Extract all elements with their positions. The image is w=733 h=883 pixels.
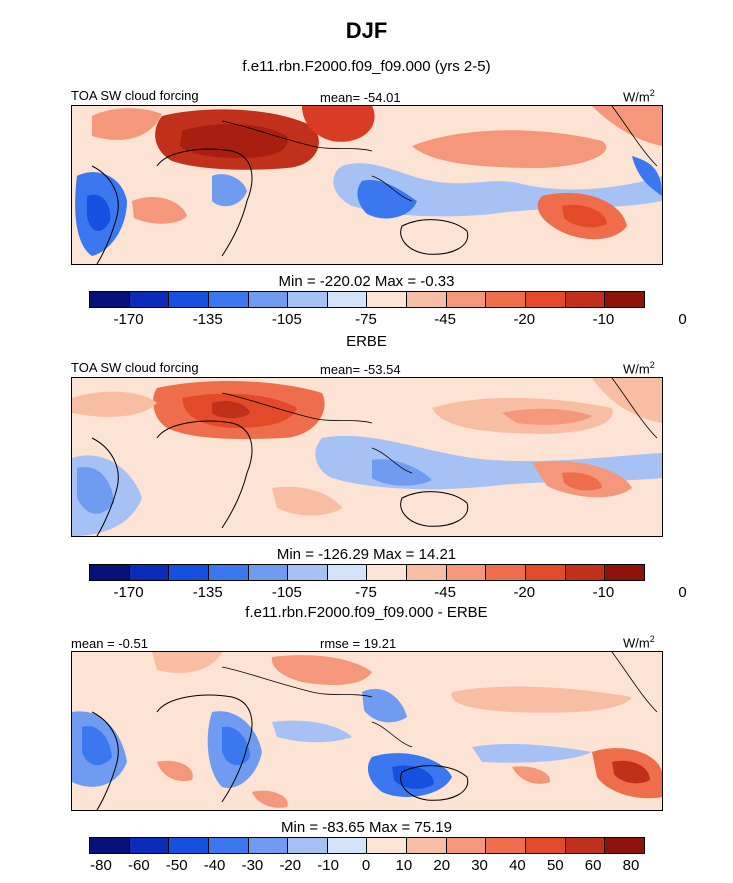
colorbar-box	[446, 292, 487, 307]
colorbar-tick-label: 20	[433, 857, 451, 874]
panel1-title: f.e11.rbn.F2000.f09_f09.000 (yrs 2-5)	[242, 58, 491, 75]
panel2-field-label: TOA SW cloud forcing	[71, 360, 199, 375]
colorbar-tick-label: -20	[513, 584, 536, 601]
colorbar-tick-label: -20	[513, 311, 536, 328]
colorbar-box	[169, 565, 209, 580]
colorbar-box	[407, 838, 447, 853]
colorbar-box	[605, 292, 644, 307]
colorbar-box	[327, 565, 368, 580]
colorbar-box	[208, 838, 249, 853]
colorbar-tick-label: -75	[355, 311, 377, 328]
colorbar-box	[446, 838, 487, 853]
colorbar-box	[90, 565, 130, 580]
season-title: DJF	[345, 18, 388, 43]
colorbar-tick-label: -10	[592, 584, 615, 601]
panel2-colorbar	[89, 564, 645, 581]
panel1-units: W/m2	[623, 88, 655, 105]
colorbar-tick-label: -10	[317, 857, 339, 874]
panel1-field-label: TOA SW cloud forcing	[71, 88, 199, 103]
colorbar-box	[367, 838, 408, 853]
colorbar-tick-label: -105	[271, 311, 302, 328]
colorbar-tick-label: -60	[128, 857, 150, 874]
colorbar-tick-label: -135	[192, 584, 223, 601]
colorbar-tick-label: 40	[509, 857, 526, 874]
colorbar-tick-label: -20	[279, 857, 302, 874]
panel2-units: W/m2	[623, 360, 655, 377]
colorbar-box	[605, 838, 644, 853]
colorbar-tick-label: -40	[203, 857, 226, 874]
panel3-colorbar	[89, 837, 645, 854]
colorbar-tick-label: -80	[90, 857, 112, 874]
colorbar-box	[169, 838, 209, 853]
colorbar-tick-label: -45	[434, 584, 456, 601]
colorbar-box	[565, 838, 606, 853]
colorbar-tick-label: -50	[165, 857, 188, 874]
colorbar-box	[288, 292, 328, 307]
colorbar-box	[565, 292, 606, 307]
colorbar-box	[446, 565, 487, 580]
colorbar-tick-label: 0	[361, 857, 371, 874]
panel2-colorbar-ticks: -170 -135 -105 -75 -45 -20 -10 0	[89, 584, 687, 602]
panel2-title: ERBE	[346, 333, 387, 350]
colorbar-tick-label: 50	[546, 857, 564, 874]
colorbar-box	[526, 838, 566, 853]
colorbar-box	[327, 838, 368, 853]
panel1-colorbar-ticks: -170 -135 -105 -75 -45 -20 -10 0	[89, 311, 687, 329]
panel2-mean: mean= -53.54	[320, 362, 401, 377]
colorbar-tick-label: -135	[192, 311, 223, 328]
colorbar-box	[605, 565, 644, 580]
panel3-map	[71, 651, 663, 811]
colorbar-box	[288, 838, 328, 853]
colorbar-box	[90, 292, 130, 307]
colorbar-box	[129, 565, 170, 580]
colorbar-tick-label: 80	[622, 857, 640, 874]
colorbar-box	[526, 565, 566, 580]
panel2-map	[71, 377, 663, 537]
colorbar-box	[208, 292, 249, 307]
colorbar-box	[407, 565, 447, 580]
panel2-minmax: Min = -126.29 Max = 14.21	[276, 546, 457, 563]
colorbar-tick-label: -75	[355, 584, 377, 601]
colorbar-box	[288, 565, 328, 580]
colorbar-tick-label: 60	[584, 857, 602, 874]
panel1-colorbar	[89, 291, 645, 308]
colorbar-tick-label: -10	[592, 311, 615, 328]
colorbar-tick-label: 0	[678, 311, 687, 328]
panel1-minmax: Min = -220.02 Max = -0.33	[278, 273, 455, 290]
colorbar-box	[367, 565, 408, 580]
colorbar-tick-label: 0	[678, 584, 687, 601]
panel3-mean: mean = -0.51	[71, 636, 148, 651]
colorbar-tick-label: -105	[271, 584, 302, 601]
panel3-units: W/m2	[623, 634, 655, 651]
colorbar-box	[248, 565, 289, 580]
colorbar-box	[248, 292, 289, 307]
colorbar-box	[526, 292, 566, 307]
panel3-colorbar-ticks: -80 -60 -50 -40 -30 -20 -10 0 10 20 30 40 50 60 80	[89, 857, 645, 875]
colorbar-tick-label: 30	[471, 857, 488, 874]
colorbar-box	[129, 292, 170, 307]
colorbar-tick-label: 10	[395, 857, 413, 874]
panel3-rmse: rmse = 19.21	[320, 636, 397, 651]
colorbar-box	[129, 838, 170, 853]
panel1-mean: mean= -54.01	[320, 90, 401, 105]
colorbar-box	[248, 838, 289, 853]
panel3-title: f.e11.rbn.F2000.f09_f09.000 - ERBE	[245, 604, 488, 621]
colorbar-tick-label: -170	[113, 584, 144, 601]
colorbar-box	[208, 565, 249, 580]
panel3-minmax: Min = -83.65 Max = 75.19	[281, 819, 452, 836]
colorbar-tick-label: -45	[434, 311, 456, 328]
colorbar-box	[367, 292, 408, 307]
colorbar-box	[565, 565, 606, 580]
colorbar-box	[407, 292, 447, 307]
colorbar-box	[327, 292, 368, 307]
colorbar-tick-label: -30	[241, 857, 264, 874]
colorbar-box	[486, 565, 527, 580]
colorbar-box	[169, 292, 209, 307]
panel1-map	[71, 105, 663, 265]
colorbar-box	[90, 838, 130, 853]
colorbar-box	[486, 838, 527, 853]
colorbar-box	[486, 292, 527, 307]
colorbar-tick-label: -170	[113, 311, 144, 328]
